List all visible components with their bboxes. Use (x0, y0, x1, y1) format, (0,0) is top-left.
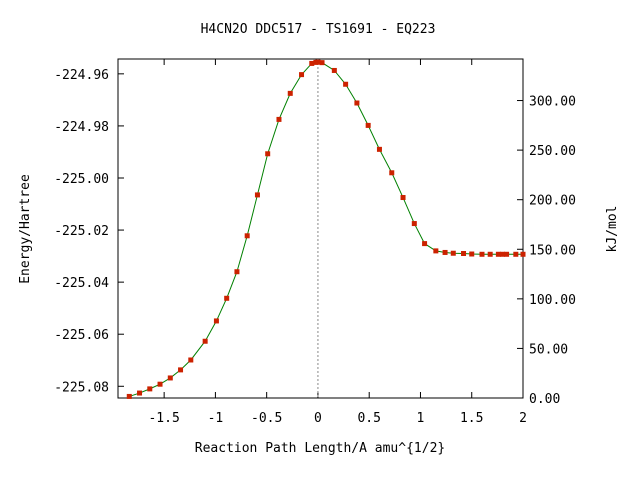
data-point (299, 72, 305, 78)
y2-tick-label: 200.00 (529, 194, 576, 209)
data-point (213, 318, 219, 324)
data-point (520, 251, 526, 257)
y-axis-ticks: -224.96 -224.98 -225.00 -225.02 -225.04 -225.… (54, 68, 124, 395)
data-point (167, 375, 173, 381)
y2-tick-label: 150.00 (529, 243, 576, 258)
y-tick-label: -224.96 (54, 68, 109, 83)
y-tick-label: -224.98 (54, 120, 109, 135)
data-point (234, 269, 240, 275)
data-point (331, 67, 337, 73)
y-tick-label: -225.02 (54, 224, 109, 239)
plot-frame (117, 58, 524, 399)
y2-axis-label: kJ/mol (605, 206, 620, 253)
x-axis-ticks: -1.5 -1 -0.5 0 0.5 1 1.5 2 (148, 59, 527, 426)
x-tick-label: 0 (314, 411, 322, 426)
y-tick-label: -225.04 (54, 276, 109, 291)
data-point (376, 146, 382, 152)
y-axis-label: Energy/Hartree (18, 174, 33, 284)
energy-curve-line (129, 61, 523, 397)
x-tick-label: 1.5 (460, 411, 483, 426)
y2-tick-label: 100.00 (529, 293, 576, 308)
data-point (188, 357, 194, 363)
y-tick-label: -225.06 (54, 328, 109, 343)
y2-tick-label: 50.00 (529, 342, 568, 357)
series-layer (126, 59, 526, 399)
data-point (315, 59, 321, 65)
y2-tick-label: 300.00 (529, 95, 576, 110)
data-point (343, 81, 349, 87)
data-point (178, 367, 184, 373)
x-tick-label: -1 (208, 411, 224, 426)
data-point (224, 295, 230, 301)
x-tick-label: 2 (519, 411, 527, 426)
data-point (309, 60, 315, 66)
data-point (137, 390, 143, 396)
data-point (400, 195, 406, 201)
data-point (244, 233, 250, 239)
data-point (126, 393, 132, 399)
data-point (265, 151, 271, 157)
data-point (442, 249, 448, 255)
data-point (276, 116, 282, 122)
x-tick-label: 0.5 (357, 411, 380, 426)
data-point (389, 170, 395, 176)
data-point (499, 251, 505, 257)
data-point (411, 221, 417, 227)
y-tick-label: -225.00 (54, 172, 109, 187)
data-point (365, 122, 371, 128)
x-tick-label: -0.5 (251, 411, 282, 426)
data-point (479, 251, 485, 257)
y2-tick-label: 250.00 (529, 144, 576, 159)
data-point (504, 251, 510, 257)
x-tick-label: 1 (417, 411, 425, 426)
data-point (450, 250, 456, 256)
data-point (513, 251, 519, 257)
data-point (433, 248, 439, 254)
data-point (254, 192, 260, 198)
chart-title: H4CN2O DDC517 - TS1691 - EQ223 (201, 22, 436, 37)
data-point (202, 338, 208, 344)
data-point (495, 251, 501, 257)
y2-tick-label: 0.00 (529, 392, 560, 407)
data-point (469, 251, 475, 257)
data-point (157, 381, 163, 387)
data-point (487, 251, 493, 257)
data-point (287, 90, 293, 96)
data-point (147, 386, 153, 392)
data-point (422, 241, 428, 247)
y2-axis-ticks: 0.00 50.00 100.00 150.00 200.00 250.00 300.00 (517, 95, 576, 407)
data-point (461, 250, 467, 256)
data-point (319, 60, 325, 66)
x-axis-label: Reaction Path Length/A amu^{1/2} (195, 441, 445, 456)
data-point (354, 100, 360, 106)
y-tick-label: -225.08 (54, 380, 109, 395)
x-tick-label: -1.5 (148, 411, 179, 426)
